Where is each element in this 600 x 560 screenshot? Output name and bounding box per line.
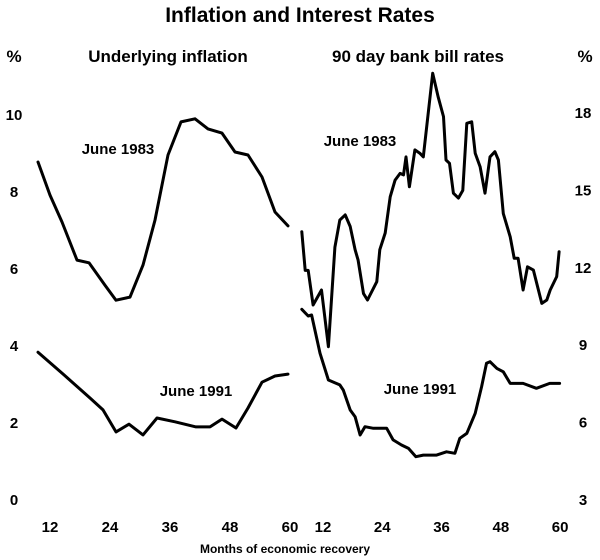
left-y-tick-label: 2 xyxy=(10,415,18,432)
right-panel-subtitle: 90 day bank bill rates xyxy=(332,47,504,66)
chart-title: Inflation and Interest Rates xyxy=(165,4,435,27)
right-series-line-june-1983 xyxy=(300,71,561,349)
right-label-june-1991: June 1991 xyxy=(384,381,457,398)
right-x-tick-label: 48 xyxy=(492,519,509,536)
right-y-tick-label: 3 xyxy=(579,492,587,509)
left-x-tick-label: 36 xyxy=(162,519,179,536)
left-y-tick-label: 6 xyxy=(10,261,18,278)
left-x-tick-label: 60 xyxy=(282,519,299,536)
left-y-tick-label: 0 xyxy=(10,492,18,509)
left-y-tick-label: 10 xyxy=(6,107,23,124)
left-series-line-june-1983 xyxy=(36,117,290,302)
right-x-tick-label: 12 xyxy=(315,519,332,536)
left-panel-subtitle: Underlying inflation xyxy=(88,47,248,66)
left-y-unit: % xyxy=(6,47,21,66)
right-x-tick-label: 60 xyxy=(552,519,569,536)
left-y-tick-label: 8 xyxy=(10,184,18,201)
right-series-line-june-1991 xyxy=(300,307,562,459)
right-y-tick-label: 12 xyxy=(575,260,592,277)
left-x-tick-label: 12 xyxy=(42,519,59,536)
right-y-tick-label: 15 xyxy=(575,182,592,199)
left-series-line-june-1991 xyxy=(36,350,290,437)
left-y-tick-label: 4 xyxy=(10,338,19,355)
right-y-tick-label: 18 xyxy=(575,105,592,122)
right-label-june-1983: June 1983 xyxy=(324,133,397,150)
right-y-tick-label: 9 xyxy=(579,337,587,354)
right-y-tick-label: 6 xyxy=(579,415,587,432)
x-axis-label: Months of economic recovery xyxy=(200,542,370,556)
right-x-tick-label: 36 xyxy=(433,519,450,536)
right-x-tick-label: 24 xyxy=(374,519,391,536)
left-x-tick-label: 24 xyxy=(102,519,119,536)
left-label-june-1991: June 1991 xyxy=(160,383,233,400)
left-x-tick-label: 48 xyxy=(222,519,239,536)
right-y-unit: % xyxy=(577,47,592,66)
left-label-june-1983: June 1983 xyxy=(82,141,155,158)
